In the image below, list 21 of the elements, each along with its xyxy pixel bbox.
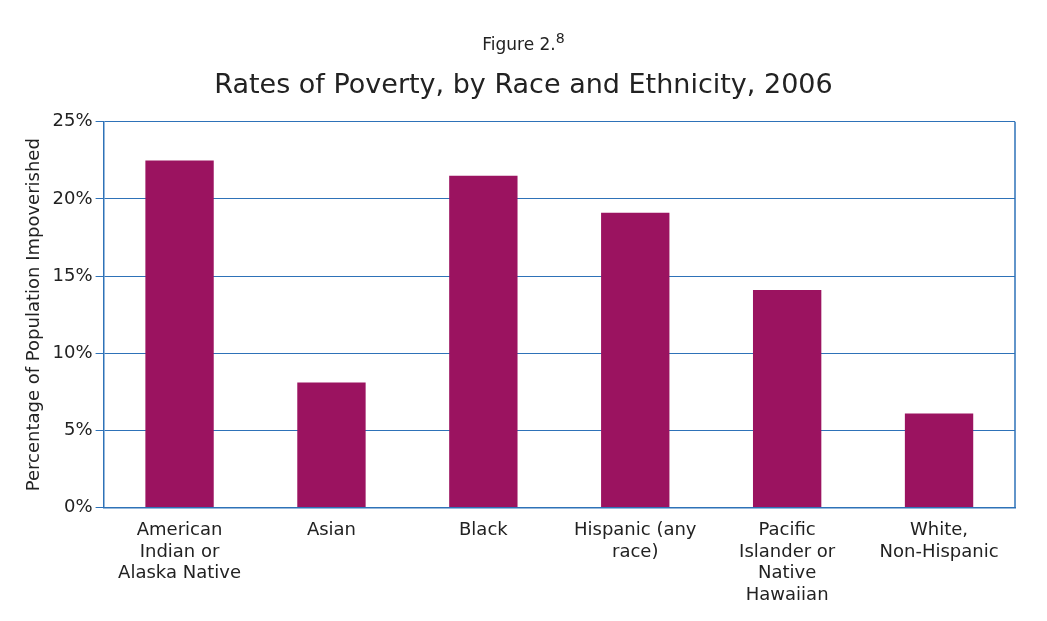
y-tick-label: 20% [52,186,93,208]
bar [297,382,366,508]
x-tick-label: White, Non-Hispanic [879,518,999,561]
bar [449,175,518,508]
bar [752,290,822,508]
x-tick-label: Hispanic (any race) [574,518,697,561]
x-tick-label: Pacific Islander or Native Hawaiian [739,518,836,604]
bar [601,212,670,508]
bar [904,413,974,508]
y-tick-label: 0% [64,495,93,517]
x-tick-label: American Indian or Alaska Native [118,518,241,583]
x-tick-label: Asian [306,518,357,540]
chart-subtitle: Figure 2.$^{8}$ [481,30,566,54]
y-tick-label: 25% [52,109,93,131]
bar [145,160,214,508]
y-tick-label: 15% [52,263,93,285]
y-tick-label: 10% [52,340,93,362]
x-tick-label: Black [459,518,509,540]
chart-title: Rates of Poverty, by Race and Ethnicity, 2006 [213,68,834,99]
y-axis-title: Percentage of Population Impoverished [22,138,44,492]
y-tick-label: 5% [64,418,93,440]
